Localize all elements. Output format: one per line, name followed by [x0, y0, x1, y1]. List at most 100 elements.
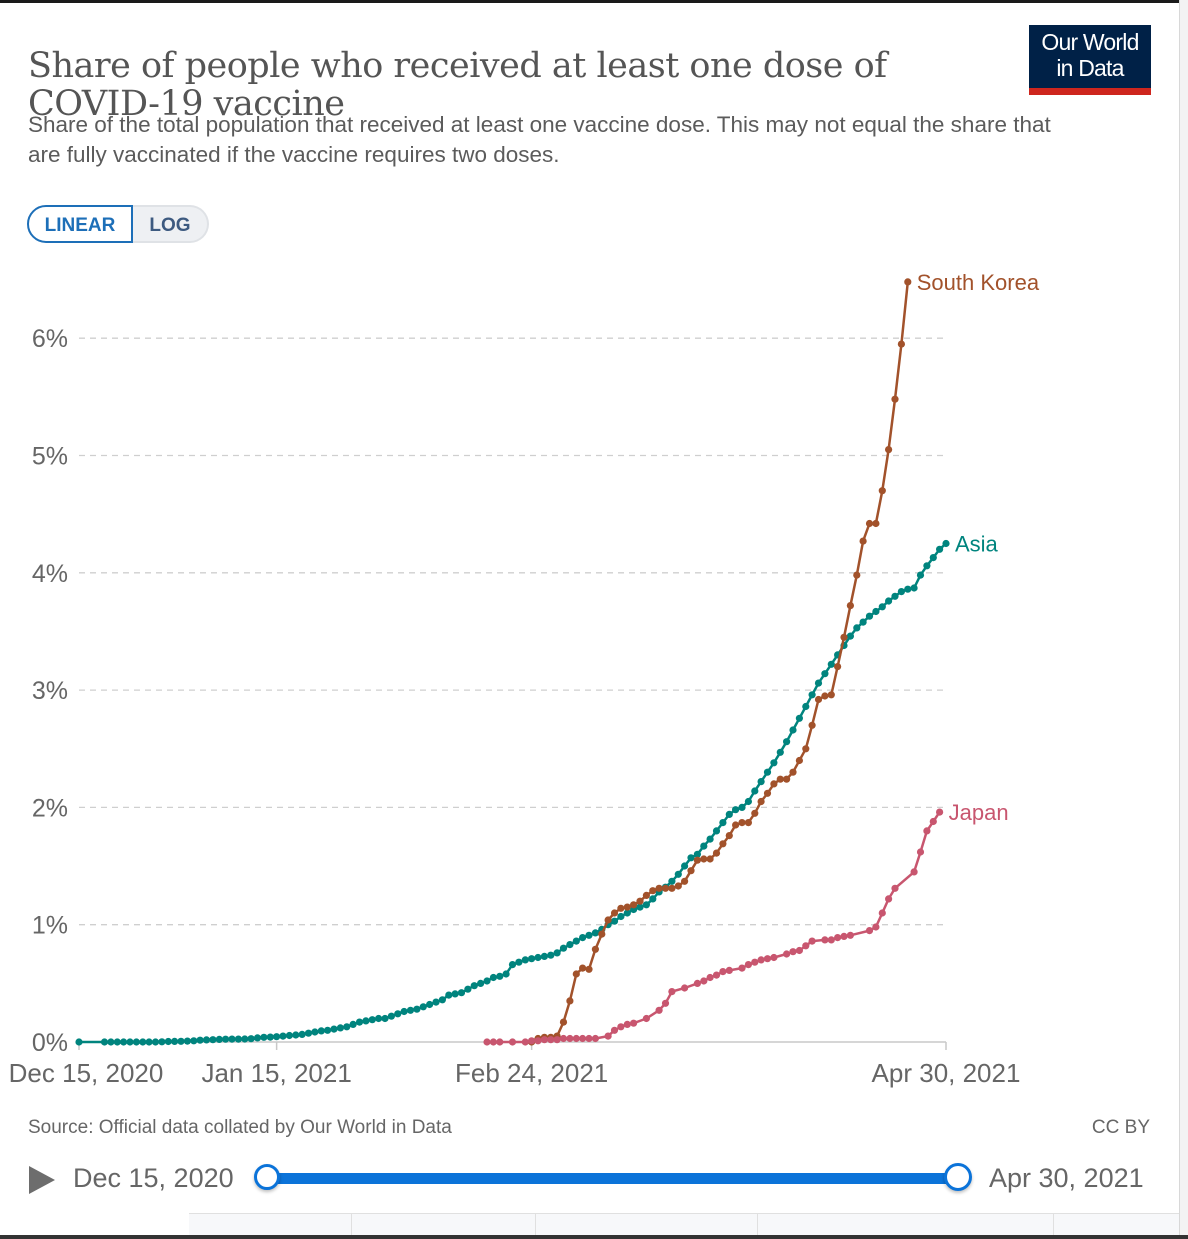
data-point	[642, 891, 651, 900]
tab-bar	[189, 1213, 1188, 1236]
license-link[interactable]: CC BY	[1091, 1117, 1150, 1138]
timeline-start-handle[interactable]	[254, 1164, 280, 1190]
data-point	[311, 1028, 319, 1036]
data-point	[770, 780, 778, 788]
data-point	[789, 768, 797, 776]
data-point	[585, 965, 593, 973]
data-point	[859, 537, 867, 545]
data-point	[528, 955, 536, 963]
data-point	[145, 1038, 153, 1046]
data-point	[891, 884, 899, 892]
data-point	[674, 882, 682, 890]
data-point	[821, 692, 829, 700]
data-point	[865, 612, 874, 620]
data-point	[190, 1037, 198, 1045]
data-point	[923, 562, 931, 570]
data-point	[534, 1037, 542, 1045]
data-point	[477, 979, 485, 988]
data-point	[126, 1038, 134, 1046]
data-point	[783, 775, 791, 783]
data-point	[158, 1038, 166, 1046]
data-point	[598, 930, 606, 938]
data-point	[75, 1038, 83, 1046]
data-point	[655, 884, 663, 892]
source-note[interactable]: Source: Official data collated by Our Wo…	[28, 1117, 452, 1138]
data-point	[120, 1038, 128, 1046]
data-point	[859, 618, 867, 626]
data-point	[298, 1030, 306, 1038]
data-point	[572, 937, 580, 945]
data-point	[802, 745, 810, 753]
owid-logo[interactable]: Our World in Data	[1029, 25, 1151, 95]
data-point	[878, 603, 886, 611]
timeline-track[interactable]	[267, 1173, 958, 1184]
data-point	[553, 949, 561, 957]
data-point	[693, 856, 702, 864]
data-point	[751, 958, 759, 966]
data-point	[757, 797, 765, 806]
data-point	[394, 1010, 402, 1018]
data-point	[846, 632, 855, 640]
data-point	[100, 1038, 109, 1046]
data-point	[865, 519, 874, 528]
data-point	[751, 787, 759, 795]
data-point	[916, 848, 925, 856]
series-layer	[75, 278, 950, 1046]
data-point	[814, 695, 823, 704]
logo-accent-bar	[1029, 88, 1151, 95]
data-point	[661, 884, 670, 892]
data-point	[719, 968, 727, 976]
scrollbar[interactable]	[1179, 0, 1188, 1239]
data-point	[642, 1014, 651, 1023]
window-top-border	[0, 0, 1188, 3]
data-point	[521, 956, 529, 964]
series-label: Asia	[955, 531, 999, 556]
data-point	[585, 1034, 593, 1043]
data-point	[521, 1038, 529, 1046]
play-icon[interactable]	[29, 1166, 55, 1194]
data-point	[808, 721, 816, 729]
data-point	[426, 1000, 434, 1009]
data-point	[649, 895, 657, 903]
series-labels: Asia South Korea Japan	[917, 270, 1040, 825]
data-point	[540, 1036, 549, 1044]
data-point	[891, 592, 899, 600]
data-point	[566, 997, 574, 1005]
series-label: Japan	[949, 800, 1009, 825]
data-point	[502, 970, 510, 978]
data-point	[700, 855, 708, 863]
y-tick-label: 4%	[32, 560, 68, 588]
data-point	[712, 827, 721, 835]
data-point	[910, 868, 918, 876]
data-point	[668, 877, 676, 885]
x-tick-label: Jan 15, 2021	[201, 1058, 351, 1088]
data-point	[610, 909, 619, 917]
data-point	[222, 1035, 230, 1043]
data-point	[757, 778, 765, 786]
data-point	[381, 1014, 389, 1023]
data-point	[547, 1036, 555, 1044]
timeline-end-handle[interactable]	[944, 1163, 972, 1191]
data-point	[681, 877, 689, 885]
data-point	[776, 748, 784, 756]
data-point	[923, 827, 931, 835]
log-scale-button[interactable]: LOG	[133, 205, 209, 243]
data-point	[770, 953, 778, 962]
data-point	[266, 1033, 274, 1041]
data-point	[687, 867, 695, 875]
data-point	[610, 1026, 619, 1034]
linear-scale-button[interactable]: LINEAR	[27, 205, 133, 243]
data-point	[744, 797, 753, 806]
data-point	[878, 487, 886, 495]
data-point	[375, 1014, 383, 1023]
data-point	[706, 855, 714, 863]
data-point	[763, 768, 772, 776]
data-point	[508, 961, 517, 969]
data-point	[885, 446, 893, 454]
data-point	[795, 946, 804, 955]
data-point	[292, 1031, 300, 1039]
data-point	[929, 554, 937, 562]
data-point	[253, 1034, 262, 1042]
data-point	[885, 597, 893, 605]
data-point	[719, 819, 727, 827]
